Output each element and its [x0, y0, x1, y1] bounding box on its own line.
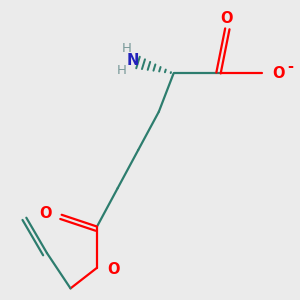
Text: H: H	[122, 42, 131, 55]
Text: O: O	[220, 11, 233, 26]
Text: H: H	[117, 64, 127, 77]
Text: O: O	[39, 206, 52, 221]
Text: O: O	[272, 66, 284, 81]
Text: -: -	[287, 58, 293, 74]
Text: O: O	[107, 262, 119, 277]
Text: N: N	[126, 53, 139, 68]
